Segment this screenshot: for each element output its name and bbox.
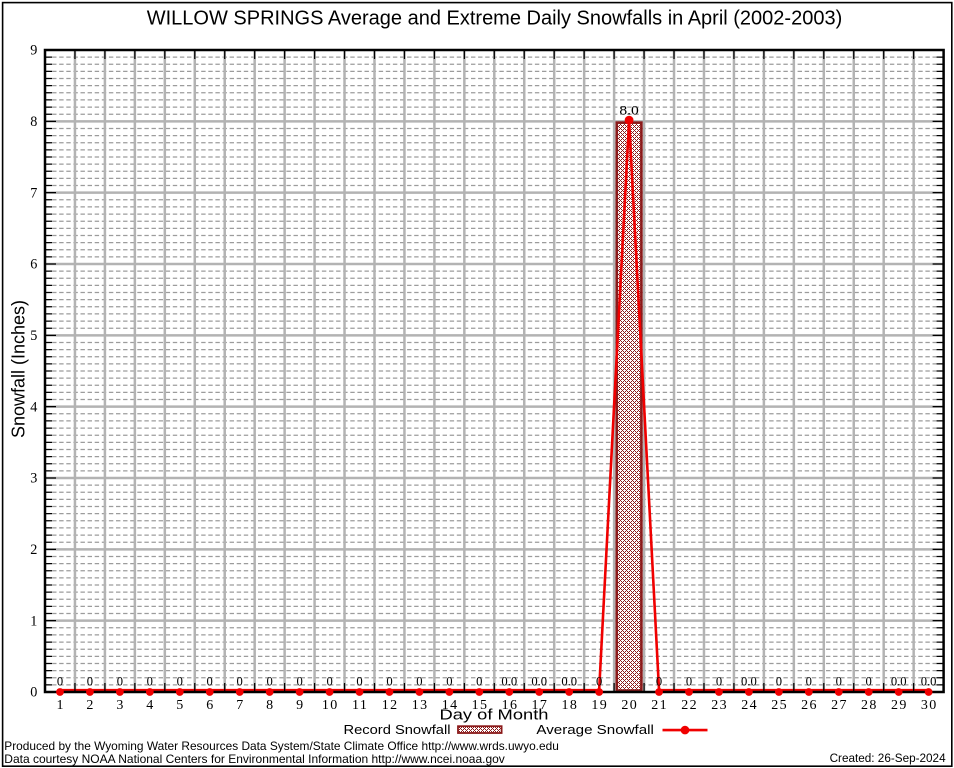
svg-text:0: 0 [266,675,272,689]
svg-text:0: 0 [806,675,812,689]
svg-text:15: 15 [472,698,489,713]
svg-text:0.0: 0.0 [531,675,547,689]
svg-text:0: 0 [237,675,243,689]
svg-text:0: 0 [87,675,93,689]
svg-text:0: 0 [296,675,302,689]
svg-text:Data courtesy NOAA National Ce: Data courtesy NOAA National Centers for … [4,752,505,766]
svg-text:13: 13 [412,698,429,713]
svg-text:6: 6 [206,698,214,713]
svg-text:25: 25 [771,698,788,713]
svg-text:5: 5 [176,698,184,713]
svg-text:18: 18 [561,698,578,713]
svg-text:10: 10 [322,698,339,713]
svg-text:Average Snowfall: Average Snowfall [536,722,654,737]
svg-text:23: 23 [711,698,728,713]
svg-text:Produced by the Wyoming Water: Produced by the Wyoming Water Resources … [4,739,559,753]
svg-text:14: 14 [442,698,459,713]
svg-text:0: 0 [836,675,842,689]
svg-text:0: 0 [656,675,662,689]
svg-text:0: 0 [356,675,362,689]
svg-text:0: 0 [207,675,213,689]
svg-text:0: 0 [117,675,123,689]
svg-text:0: 0 [596,675,602,689]
svg-text:0: 0 [476,675,482,689]
svg-text:21: 21 [651,698,668,713]
svg-text:0.0: 0.0 [921,675,937,689]
svg-text:28: 28 [861,698,878,713]
svg-text:2: 2 [30,542,37,558]
svg-text:2: 2 [86,698,94,713]
svg-text:4: 4 [146,698,154,713]
svg-text:0.0: 0.0 [891,675,907,689]
svg-text:1: 1 [56,698,64,713]
svg-text:0: 0 [386,675,392,689]
svg-text:30: 30 [921,698,938,713]
svg-text:0: 0 [776,675,782,689]
svg-text:3: 3 [116,698,124,713]
svg-text:0: 0 [416,675,422,689]
svg-text:19: 19 [591,698,608,713]
svg-text:Day of Month: Day of Month [440,708,549,724]
svg-text:1: 1 [30,613,37,629]
svg-text:20: 20 [621,698,638,713]
svg-text:4: 4 [30,399,37,415]
svg-text:0: 0 [57,675,63,689]
svg-text:9: 9 [296,698,304,713]
svg-text:0.0: 0.0 [741,675,757,689]
svg-text:Snowfall (Inches): Snowfall (Inches) [9,300,29,438]
svg-text:0: 0 [716,675,722,689]
svg-text:7: 7 [30,185,37,201]
svg-text:WILLOW SPRINGS Average and Ext: WILLOW SPRINGS Average and Extreme Daily… [147,8,843,30]
svg-text:22: 22 [681,698,698,713]
svg-text:24: 24 [741,698,758,713]
svg-text:0: 0 [686,675,692,689]
svg-text:0.0: 0.0 [501,675,517,689]
svg-text:0: 0 [446,675,452,689]
svg-text:Record Snowfall: Record Snowfall [344,722,451,737]
svg-text:8.0: 8.0 [619,103,639,117]
svg-text:6: 6 [30,257,37,273]
svg-text:7: 7 [236,698,244,713]
svg-text:Created: 26-Sep-2024: Created: 26-Sep-2024 [830,751,946,765]
svg-text:0: 0 [30,685,37,701]
svg-text:16: 16 [502,698,519,713]
svg-text:27: 27 [831,698,848,713]
svg-text:0: 0 [866,675,872,689]
svg-text:0: 0 [326,675,332,689]
svg-text:0.0: 0.0 [561,675,577,689]
svg-text:11: 11 [352,698,368,713]
svg-text:29: 29 [891,698,908,713]
svg-text:12: 12 [382,698,399,713]
svg-text:0: 0 [147,675,153,689]
svg-text:9: 9 [30,43,37,59]
svg-text:17: 17 [531,698,548,713]
svg-text:3: 3 [30,471,37,487]
svg-text:8: 8 [266,698,274,713]
svg-text:5: 5 [30,328,37,344]
svg-text:26: 26 [801,698,818,713]
svg-text:8: 8 [30,114,37,130]
svg-text:0: 0 [177,675,183,689]
